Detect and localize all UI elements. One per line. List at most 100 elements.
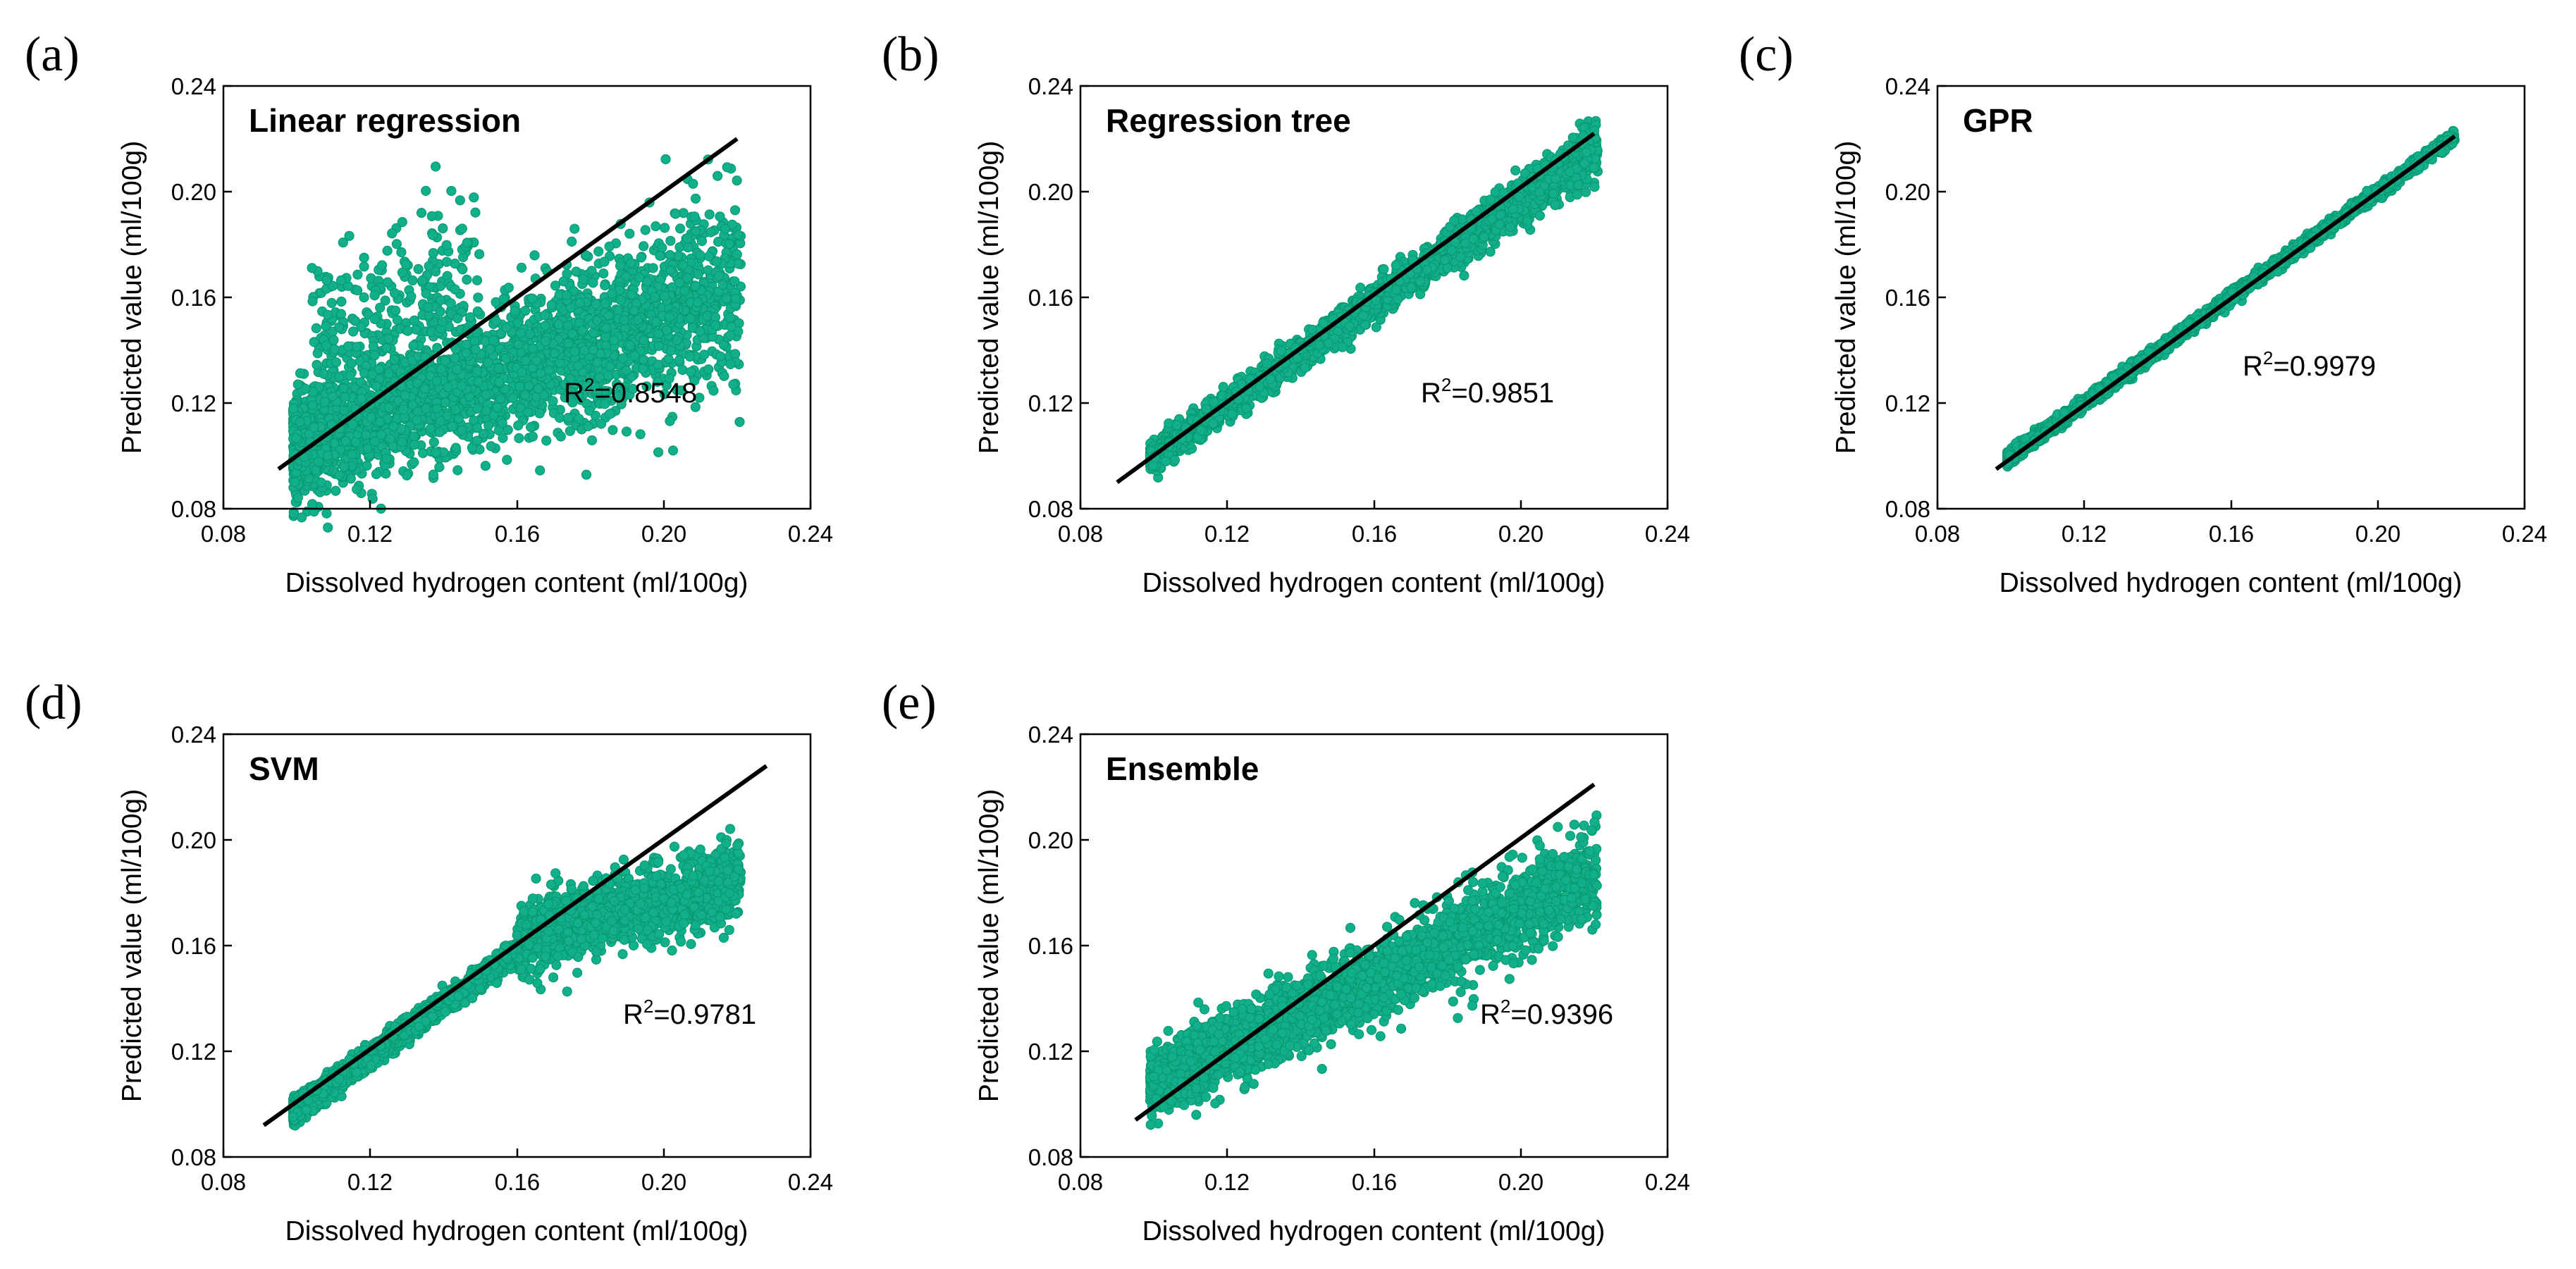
data-point: [555, 431, 566, 442]
data-point: [600, 323, 611, 333]
data-point: [481, 406, 491, 416]
data-point: [633, 314, 643, 325]
data-point: [492, 402, 503, 413]
data-point: [541, 435, 552, 446]
data-point: [312, 359, 322, 370]
data-point: [679, 285, 690, 296]
data-point: [626, 258, 636, 268]
data-point: [728, 379, 739, 390]
data-point: [592, 357, 603, 368]
data-point: [456, 380, 467, 392]
data-point: [407, 400, 418, 410]
data-point: [548, 396, 558, 407]
data-point: [554, 412, 565, 423]
data-point: [579, 345, 590, 356]
data-point: [604, 409, 615, 419]
data-point: [525, 421, 536, 433]
data-point: [391, 239, 402, 249]
data-point: [472, 275, 483, 285]
data-point: [359, 261, 369, 272]
data-point: [665, 345, 677, 356]
data-point: [558, 276, 569, 287]
data-point: [698, 349, 710, 360]
data-point: [653, 359, 663, 370]
x-tick-label: 0.20: [641, 521, 686, 547]
data-point: [540, 321, 550, 331]
data-point: [606, 288, 617, 299]
x-axis-title: Dissolved hydrogen content (ml/100g): [285, 568, 748, 598]
data-point: [480, 460, 491, 471]
data-point: [659, 223, 670, 233]
data-point: [311, 323, 321, 333]
data-point: [690, 193, 701, 204]
data-point: [1371, 322, 1381, 333]
data-point: [495, 393, 506, 404]
data-point: [507, 392, 518, 404]
data-point: [409, 431, 419, 442]
data-point: [441, 256, 452, 267]
data-point: [474, 249, 485, 259]
data-point: [352, 342, 362, 352]
data-point: [665, 416, 675, 426]
panel-label: (a): [25, 27, 80, 82]
y-tick-label: 0.20: [171, 179, 216, 205]
data-point: [483, 420, 494, 431]
data-point: [600, 332, 611, 342]
x-tick-label: 0.12: [347, 521, 393, 547]
data-point: [339, 462, 350, 472]
data-point: [428, 469, 439, 480]
data-point: [446, 185, 457, 197]
data-point: [502, 454, 512, 465]
y-tick-label: 0.24: [171, 73, 216, 99]
data-point: [567, 236, 577, 247]
data-point: [695, 326, 705, 337]
data-point: [410, 324, 421, 335]
data-point: [569, 223, 580, 234]
data-point: [428, 248, 438, 259]
data-point: [431, 376, 442, 387]
data-point: [338, 383, 349, 394]
data-point: [435, 307, 445, 317]
data-point: [660, 154, 671, 165]
data-point: [452, 364, 462, 375]
data-point: [321, 508, 332, 519]
y-tick-label: 0.12: [171, 390, 216, 416]
data-point: [352, 269, 363, 280]
data-point: [352, 285, 363, 296]
data-point: [362, 443, 373, 454]
data-point: [397, 267, 408, 278]
data-point: [667, 445, 679, 456]
data-point: [531, 355, 542, 366]
data-point: [715, 351, 726, 361]
data-point: [544, 365, 555, 376]
data-point: [402, 326, 413, 336]
data-point: [586, 266, 597, 276]
data-point: [407, 275, 418, 286]
data-point: [340, 392, 350, 402]
panel-label: (b): [882, 27, 939, 82]
r2-superscript: 2: [584, 374, 594, 395]
data-point: [693, 269, 703, 280]
data-point: [608, 335, 620, 345]
data-point: [369, 290, 380, 301]
data-point: [429, 437, 439, 447]
data-point: [331, 485, 341, 496]
data-point: [599, 256, 610, 267]
data-point: [375, 302, 386, 313]
data-point: [469, 192, 479, 203]
data-point: [541, 336, 551, 347]
data-point: [398, 404, 409, 415]
data-point: [659, 291, 670, 302]
data-point: [389, 354, 400, 365]
data-point: [469, 335, 480, 346]
data-point: [670, 209, 681, 219]
data-point: [312, 348, 323, 359]
data-point: [577, 326, 588, 336]
data-point: [435, 280, 446, 292]
data-point: [335, 309, 347, 319]
data-point: [392, 315, 403, 326]
data-point: [472, 435, 482, 446]
data-point: [367, 369, 378, 380]
data-point: [591, 299, 601, 309]
data-point: [712, 171, 723, 181]
